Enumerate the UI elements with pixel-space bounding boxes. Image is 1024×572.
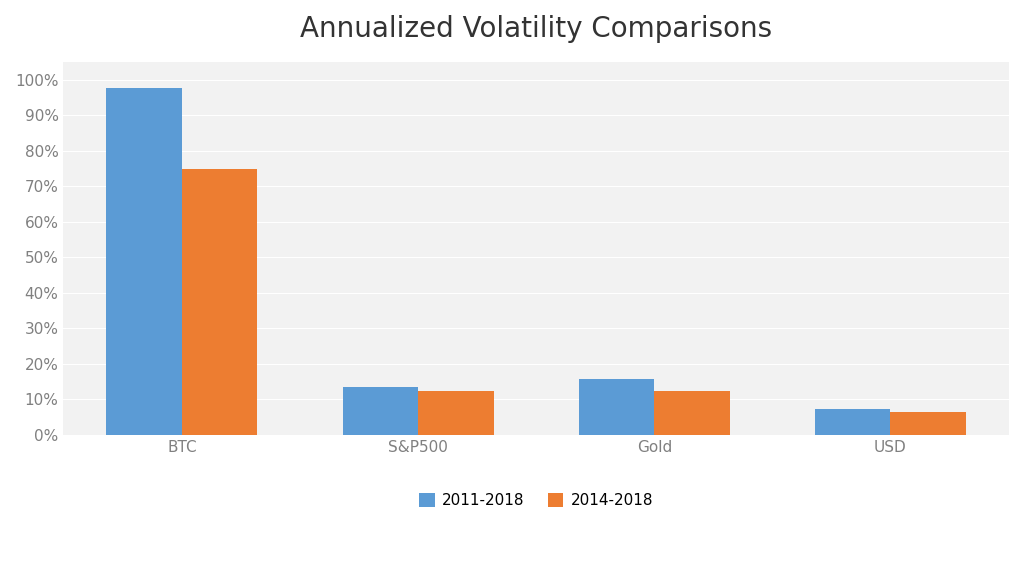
Bar bbox=[654, 391, 730, 435]
Bar bbox=[342, 387, 418, 435]
Title: Annualized Volatility Comparisons: Annualized Volatility Comparisons bbox=[300, 15, 772, 43]
Legend: 2011-2018, 2014-2018: 2011-2018, 2014-2018 bbox=[414, 487, 659, 515]
Bar bbox=[106, 88, 182, 435]
Bar bbox=[418, 391, 494, 435]
Bar bbox=[891, 412, 966, 435]
Bar bbox=[579, 379, 654, 435]
Bar bbox=[182, 169, 257, 435]
Bar bbox=[815, 409, 891, 435]
